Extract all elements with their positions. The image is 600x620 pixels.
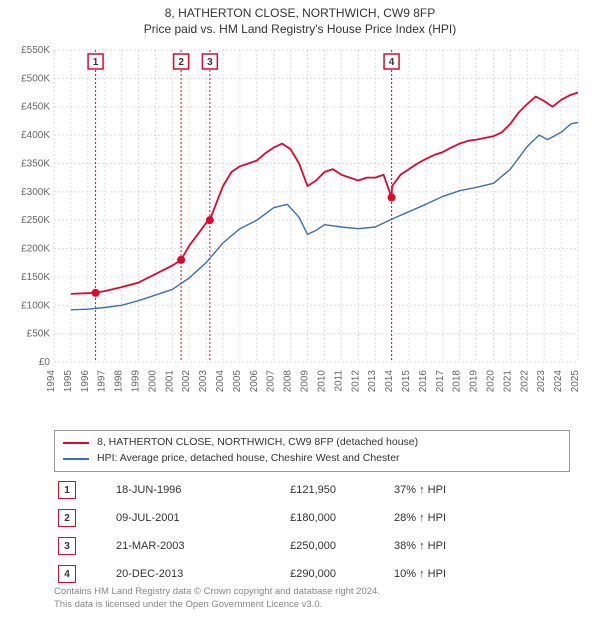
svg-text:4: 4 bbox=[389, 57, 395, 68]
chart-titles: 8, HATHERTON CLOSE, NORTHWICH, CW9 8FP P… bbox=[0, 0, 600, 36]
footer-line: Contains HM Land Registry data © Crown c… bbox=[54, 586, 552, 599]
legend-row: HPI: Average price, detached house, Ches… bbox=[63, 451, 561, 467]
transaction-date: 20-DEC-2013 bbox=[116, 568, 236, 580]
svg-text:2007: 2007 bbox=[266, 370, 277, 393]
svg-text:£200K: £200K bbox=[21, 244, 50, 255]
svg-text:2005: 2005 bbox=[232, 370, 243, 393]
chart-svg: £0 £50K £100K £150K £200K £250K £300K £350K £400… bbox=[10, 44, 590, 424]
svg-text:£450K: £450K bbox=[21, 102, 50, 113]
transaction-marker-3: 3 bbox=[58, 537, 76, 555]
svg-text:2017: 2017 bbox=[435, 370, 446, 393]
legend-label: HPI: Average price, detached house, Ches… bbox=[97, 451, 400, 467]
svg-text:2011: 2011 bbox=[333, 370, 344, 392]
table-row: 3 21-MAR-2003 £250,000 38% ↑ HPI bbox=[54, 532, 552, 560]
svg-text:1997: 1997 bbox=[97, 370, 108, 393]
svg-text:2016: 2016 bbox=[418, 370, 429, 393]
legend-row: 8, HATHERTON CLOSE, NORTHWICH, CW9 8FP (… bbox=[63, 435, 561, 451]
svg-text:2: 2 bbox=[178, 57, 184, 68]
svg-text:2001: 2001 bbox=[164, 370, 175, 393]
svg-text:2002: 2002 bbox=[181, 370, 192, 393]
transaction-date: 09-JUL-2001 bbox=[116, 512, 236, 524]
transactions-table: 1 18-JUN-1996 £121,950 37% ↑ HPI 2 09-JU… bbox=[54, 476, 552, 588]
svg-text:£250K: £250K bbox=[21, 215, 50, 226]
svg-text:1: 1 bbox=[93, 57, 99, 68]
table-row: 1 18-JUN-1996 £121,950 37% ↑ HPI bbox=[54, 476, 552, 504]
svg-text:2014: 2014 bbox=[384, 370, 395, 393]
transaction-price: £180,000 bbox=[236, 512, 336, 524]
svg-text:£50K: £50K bbox=[27, 329, 51, 340]
svg-text:2024: 2024 bbox=[553, 370, 564, 393]
transaction-pct: 10% ↑ HPI bbox=[336, 568, 446, 580]
legend-swatch-property bbox=[63, 442, 89, 444]
table-row: 2 09-JUL-2001 £180,000 28% ↑ HPI bbox=[54, 504, 552, 532]
chart-area: £0 £50K £100K £150K £200K £250K £300K £350K £400… bbox=[10, 44, 590, 424]
svg-text:2018: 2018 bbox=[452, 370, 463, 393]
svg-text:1996: 1996 bbox=[80, 370, 91, 393]
svg-text:1994: 1994 bbox=[46, 370, 57, 393]
svg-text:2025: 2025 bbox=[570, 370, 581, 393]
svg-text:£150K: £150K bbox=[21, 272, 50, 283]
svg-text:2023: 2023 bbox=[536, 370, 547, 393]
svg-text:2006: 2006 bbox=[249, 370, 260, 393]
svg-text:2000: 2000 bbox=[147, 370, 158, 393]
svg-text:1998: 1998 bbox=[114, 370, 125, 393]
transaction-date: 21-MAR-2003 bbox=[116, 540, 236, 552]
legend-label: 8, HATHERTON CLOSE, NORTHWICH, CW9 8FP (… bbox=[97, 435, 418, 451]
transaction-marker-2: 2 bbox=[58, 509, 76, 527]
svg-text:£400K: £400K bbox=[21, 130, 50, 141]
title-address: 8, HATHERTON CLOSE, NORTHWICH, CW9 8FP bbox=[0, 6, 600, 20]
transaction-pct: 37% ↑ HPI bbox=[336, 484, 446, 496]
svg-text:2003: 2003 bbox=[198, 370, 209, 393]
transaction-price: £250,000 bbox=[236, 540, 336, 552]
svg-text:£100K: £100K bbox=[21, 300, 50, 311]
transaction-pct: 28% ↑ HPI bbox=[336, 512, 446, 524]
title-subtitle: Price paid vs. HM Land Registry's House … bbox=[0, 22, 600, 36]
transaction-price: £290,000 bbox=[236, 568, 336, 580]
svg-text:2004: 2004 bbox=[215, 370, 226, 393]
footer-line: This data is licensed under the Open Gov… bbox=[54, 599, 552, 612]
svg-text:3: 3 bbox=[207, 57, 213, 68]
svg-text:2020: 2020 bbox=[485, 370, 496, 393]
svg-text:2012: 2012 bbox=[350, 370, 361, 393]
svg-text:1995: 1995 bbox=[63, 370, 74, 393]
footer-attribution: Contains HM Land Registry data © Crown c… bbox=[54, 586, 552, 612]
svg-text:£550K: £550K bbox=[21, 45, 50, 56]
transaction-date: 18-JUN-1996 bbox=[116, 484, 236, 496]
transaction-price: £121,950 bbox=[236, 484, 336, 496]
svg-text:2021: 2021 bbox=[502, 370, 513, 393]
legend: 8, HATHERTON CLOSE, NORTHWICH, CW9 8FP (… bbox=[54, 430, 570, 472]
transaction-marker-1: 1 bbox=[58, 481, 76, 499]
transaction-marker-4: 4 bbox=[58, 565, 76, 583]
svg-text:2019: 2019 bbox=[469, 370, 480, 393]
svg-text:£500K: £500K bbox=[21, 73, 50, 84]
svg-text:2010: 2010 bbox=[316, 370, 327, 393]
transaction-pct: 38% ↑ HPI bbox=[336, 540, 446, 552]
svg-text:£300K: £300K bbox=[21, 187, 50, 198]
svg-text:2009: 2009 bbox=[300, 370, 311, 393]
chart-page: { "title_line1": "8, HATHERTON CLOSE, NO… bbox=[0, 0, 600, 620]
svg-text:2013: 2013 bbox=[367, 370, 378, 393]
table-row: 4 20-DEC-2013 £290,000 10% ↑ HPI bbox=[54, 560, 552, 588]
svg-text:£350K: £350K bbox=[21, 158, 50, 169]
svg-text:2008: 2008 bbox=[283, 370, 294, 393]
svg-text:2022: 2022 bbox=[519, 370, 530, 393]
svg-text:£0: £0 bbox=[39, 357, 51, 368]
svg-text:2015: 2015 bbox=[401, 370, 412, 393]
svg-text:1999: 1999 bbox=[131, 370, 142, 393]
legend-swatch-hpi bbox=[63, 458, 89, 460]
